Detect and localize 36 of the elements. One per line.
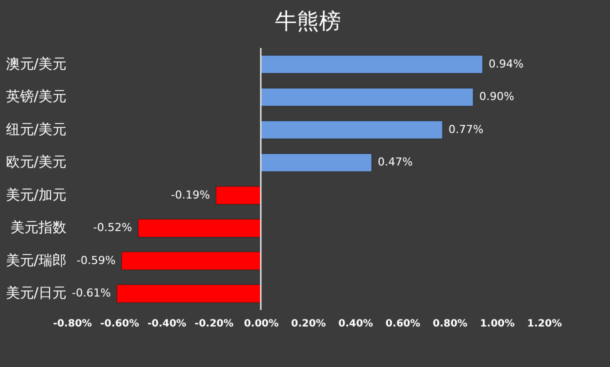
data-label: 0.47% bbox=[378, 156, 413, 169]
x-tick-label: 0.60% bbox=[386, 318, 420, 330]
bar bbox=[260, 88, 474, 106]
x-tick-label: -0.80% bbox=[53, 318, 92, 330]
y-tick-label: 英镑/美元 bbox=[6, 89, 66, 106]
y-tick-label: 欧元/美元 bbox=[6, 154, 66, 171]
x-tick-label: -0.40% bbox=[147, 318, 186, 330]
bar bbox=[260, 153, 372, 172]
data-label: -0.61% bbox=[72, 286, 111, 300]
chart-title: 牛熊榜 bbox=[275, 9, 341, 34]
bar bbox=[260, 55, 483, 74]
y-tick-label: 纽元/美元 bbox=[6, 122, 66, 138]
x-tick-label: 0.20% bbox=[291, 318, 326, 330]
data-label: -0.59% bbox=[76, 254, 116, 267]
x-tick-label: 1.00% bbox=[480, 318, 515, 330]
x-tick-label: 1.20% bbox=[527, 318, 562, 330]
data-label: 0.94% bbox=[488, 57, 524, 70]
x-tick-label: 0.40% bbox=[338, 318, 374, 330]
data-label: -0.52% bbox=[93, 221, 132, 234]
bar bbox=[216, 186, 262, 205]
bar bbox=[116, 284, 262, 303]
bar bbox=[138, 218, 262, 238]
bar bbox=[121, 252, 262, 270]
y-tick-label: 美元/日元 bbox=[6, 286, 66, 302]
y-tick-label: 美元指数 bbox=[10, 220, 66, 236]
x-tick-label: 0.80% bbox=[432, 318, 468, 330]
y-tick-label: 澳元/美元 bbox=[6, 56, 66, 72]
bar bbox=[260, 120, 443, 140]
data-label: 0.77% bbox=[448, 122, 484, 136]
x-tick-label: 0.00% bbox=[244, 318, 279, 330]
data-label: 0.90% bbox=[479, 90, 514, 104]
x-tick-label: -0.60% bbox=[100, 318, 140, 330]
y-tick-label: 美元/加元 bbox=[6, 187, 66, 204]
y-tick-label: 美元/瑞郎 bbox=[6, 252, 66, 269]
x-tick-label: -0.20% bbox=[194, 318, 234, 330]
data-label: -0.19% bbox=[171, 188, 210, 202]
